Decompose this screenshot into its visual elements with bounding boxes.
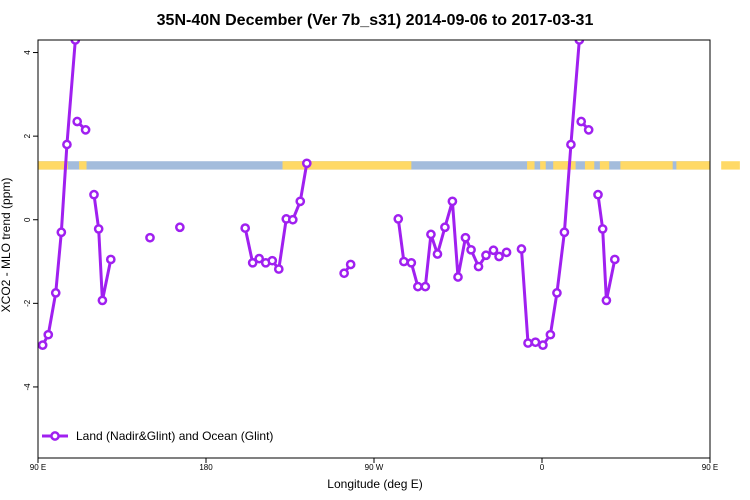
- land-segment: [79, 161, 87, 170]
- data-point: [267, 255, 278, 266]
- series-group: [38, 40, 620, 350]
- data-point: [566, 139, 576, 150]
- data-point: [426, 229, 436, 240]
- data-point: [593, 189, 603, 200]
- data-point: [597, 224, 608, 234]
- data-point: [254, 253, 265, 264]
- land-segment: [38, 161, 68, 170]
- y-tick-label: 0: [23, 217, 32, 222]
- data-point: [494, 251, 504, 262]
- land-segment: [527, 161, 535, 170]
- x-tick-label: 90 W: [365, 463, 384, 472]
- data-point: [301, 158, 312, 169]
- data-point: [460, 232, 471, 243]
- plot-frame: [37, 39, 711, 459]
- data-point: [62, 139, 72, 150]
- data-point: [393, 214, 404, 224]
- land-segment: [599, 161, 610, 170]
- data-point: [145, 232, 155, 243]
- data-point: [97, 295, 108, 306]
- land-segment: [553, 161, 576, 170]
- data-point: [552, 288, 562, 298]
- x-tick-label: 0: [540, 463, 545, 472]
- series-line: [41, 40, 77, 346]
- x-tick-label: 90 E: [702, 463, 718, 472]
- series-line: [396, 199, 508, 289]
- y-tick-label: 4: [23, 50, 32, 55]
- data-point: [399, 256, 409, 267]
- y-tick-label: -2: [23, 299, 32, 307]
- data-point: [80, 125, 91, 135]
- data-point: [420, 281, 431, 292]
- series-line: [596, 194, 617, 302]
- x-tick-label: 180: [199, 463, 213, 472]
- land-segment: [540, 161, 546, 170]
- data-point: [481, 250, 491, 261]
- data-point: [273, 264, 284, 274]
- land-segment: [620, 161, 673, 170]
- data-point: [345, 259, 356, 270]
- data-point: [105, 254, 116, 265]
- data-point: [523, 338, 533, 348]
- data-point: [447, 196, 458, 207]
- data-point: [559, 227, 570, 238]
- data-point: [339, 268, 349, 279]
- data-point: [240, 223, 251, 233]
- data-point: [516, 244, 527, 254]
- data-point: [466, 244, 476, 255]
- data-point: [488, 245, 499, 256]
- y-tick-label: -4: [23, 383, 32, 391]
- data-point: [530, 337, 541, 348]
- legend-label: Land (Nadir&Glint) and Ocean (Glint): [76, 429, 273, 443]
- data-point: [247, 257, 258, 268]
- data-point: [56, 227, 67, 238]
- data-point: [295, 196, 306, 207]
- data-point: [576, 116, 587, 127]
- land-segment: [721, 161, 740, 170]
- land-segment: [282, 161, 412, 170]
- y-axis-label: XCO2 - MLO trend (ppm): [0, 178, 13, 313]
- data-point: [538, 340, 548, 350]
- land-segment: [676, 161, 710, 170]
- data-point: [72, 116, 83, 127]
- data-point: [406, 257, 417, 268]
- y-tick-label: 2: [23, 133, 32, 138]
- data-point: [545, 329, 556, 340]
- legend-marker: [50, 431, 60, 441]
- data-point: [287, 214, 298, 225]
- plot-area: 4 2 0 -2 -4 90 E 180 90 W 0 90 E Land (Nadir&Glint…: [23, 39, 740, 472]
- x-tick-label: 90 E: [30, 463, 46, 472]
- data-point: [89, 189, 99, 200]
- data-point: [432, 249, 443, 259]
- data-point: [440, 222, 450, 233]
- data-point: [43, 329, 54, 340]
- data-point: [50, 288, 61, 298]
- data-point: [601, 295, 612, 306]
- data-point: [413, 281, 423, 292]
- x-axis-label: Longitude (deg E): [327, 477, 422, 491]
- data-point: [609, 254, 620, 265]
- land-segment: [584, 161, 595, 170]
- data-point: [473, 261, 484, 272]
- series-line: [243, 163, 309, 271]
- data-point: [453, 272, 463, 282]
- series-line: [92, 194, 113, 302]
- data-point: [501, 247, 512, 258]
- data-point: [93, 224, 104, 234]
- data-point: [38, 340, 48, 350]
- series-line: [519, 40, 581, 347]
- data-point: [583, 125, 594, 135]
- data-point: [175, 222, 185, 233]
- chart-title: 35N-40N December (Ver 7b_s31) 2014-09-06…: [157, 12, 594, 29]
